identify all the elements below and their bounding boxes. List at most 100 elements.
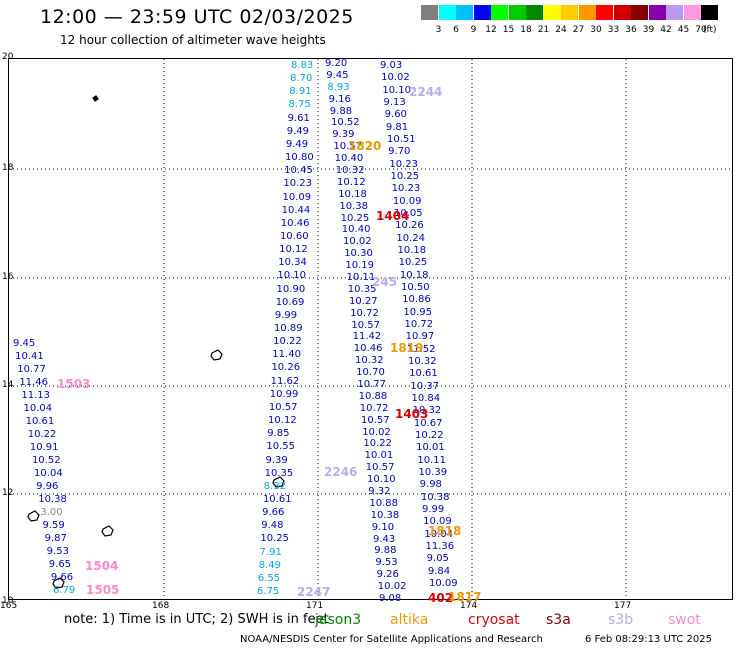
legend-label: 45 xyxy=(677,25,690,35)
wave-height-label: 10.34 xyxy=(278,257,307,269)
wave-height-label: 10.72 xyxy=(359,402,389,414)
wave-height-label: 10.61 xyxy=(409,368,438,380)
legend-swatch xyxy=(526,5,543,20)
wave-height-label: 11.52 xyxy=(406,343,436,355)
wave-height-label: 9.99 xyxy=(274,309,298,321)
wave-height-label: 10.12 xyxy=(268,415,297,427)
satellite-name: altika xyxy=(390,612,429,628)
wave-height-label: 11.36 xyxy=(425,541,455,552)
map-plot-area: 8.83 8.70 8.91 8.75 9.61 9.49 9.49 10.80 10.45 10… xyxy=(8,58,733,605)
wave-height-label: 9.87 xyxy=(44,533,67,544)
wave-height-label: 10.11 xyxy=(346,272,376,283)
wave-height-label: 10.23 xyxy=(391,183,421,195)
wave-height-label: 9.99 xyxy=(422,504,445,515)
wave-height-label: 9.88 xyxy=(329,105,353,117)
legend-unit: (ft) xyxy=(703,25,717,35)
legend-swatch xyxy=(648,5,666,20)
wave-height-label: 10.90 xyxy=(276,283,306,295)
wave-height-label: 10.32 xyxy=(335,165,365,176)
wave-height-label: 9.60 xyxy=(384,109,407,121)
wave-height-label: 10.01 xyxy=(416,442,445,454)
wave-height-label: 10.52 xyxy=(31,455,61,466)
wave-height-label: 10.04 xyxy=(424,528,453,540)
wave-height-label: 9.39 xyxy=(265,454,288,466)
wave-height-label: 10.04 xyxy=(34,468,63,479)
x-tick-label: 177 xyxy=(614,601,632,611)
wave-height-label: 3.00 xyxy=(40,507,63,518)
wave-height-label: 10.77 xyxy=(357,379,387,390)
wave-height-label: 9.45 xyxy=(326,69,349,81)
wave-height-label: 6.55 xyxy=(257,572,281,584)
wave-height-label: 10.25 xyxy=(340,212,370,224)
wave-height-label: 10.84 xyxy=(411,393,441,404)
wave-height-label: 11.46 xyxy=(19,377,48,388)
wave-height-label: 10.38 xyxy=(420,491,450,503)
wave-height-label: 10.41 xyxy=(15,351,44,362)
legend-label: 12 xyxy=(485,25,497,35)
wave-height-label: 10.02 xyxy=(381,72,410,84)
wave-height-label: 10.23 xyxy=(283,178,312,190)
wave-height-label: 11.13 xyxy=(21,390,51,401)
island-outline xyxy=(101,525,114,537)
legend-label: 15 xyxy=(502,25,515,35)
wave-height-label: 10.38 xyxy=(339,200,369,212)
wave-height-label: 10.39 xyxy=(418,467,448,478)
wave-height-label: 10.09 xyxy=(282,191,312,203)
wave-height-label: 8.70 xyxy=(290,73,313,85)
wave-height-label: 10.51 xyxy=(387,134,416,145)
wave-height-label: 10.18 xyxy=(399,269,429,281)
legend-swatch xyxy=(491,5,508,20)
y-tick-label: 14 xyxy=(2,380,14,390)
legend-swatch xyxy=(596,5,613,20)
wave-height-label: 10.22 xyxy=(415,430,444,441)
satellite-name: jason3 xyxy=(315,612,362,628)
x-tick-label: 168 xyxy=(152,601,170,611)
pass-id-label: 2246 xyxy=(324,465,358,479)
wave-height-label: 9.70 xyxy=(388,146,411,158)
wave-height-label: 10.57 xyxy=(365,462,395,474)
wave-height-label: 10.25 xyxy=(398,257,428,269)
wave-height-label: 11.62 xyxy=(270,375,300,387)
legend-label: 70 xyxy=(695,25,707,35)
wave-height-label: 9.88 xyxy=(374,545,397,557)
wave-height-label: 10.10 xyxy=(277,270,307,282)
wave-height-label: 10.70 xyxy=(356,367,385,379)
x-tick-label: 171 xyxy=(306,601,324,611)
wave-height-label: 8.49 xyxy=(258,559,281,571)
legend-swatch xyxy=(456,5,473,20)
island-outline xyxy=(272,476,285,488)
wave-height-label: 9.20 xyxy=(325,58,348,69)
legend-swatch xyxy=(438,5,456,20)
wave-height-label: 6.75 xyxy=(257,586,280,597)
legend-swatch xyxy=(561,5,578,20)
legend-label: 36 xyxy=(625,25,637,35)
wave-height-label: 9.32 xyxy=(368,486,391,497)
wave-height-label: 9.48 xyxy=(261,520,284,532)
wave-height-label: 9.53 xyxy=(46,546,69,557)
map-title: 12:00 — 23:59 UTC 02/03/2025 xyxy=(40,6,354,28)
wave-height-label: 10.37 xyxy=(410,380,439,392)
wave-height-label: 10.09 xyxy=(392,195,422,207)
legend-swatch xyxy=(473,5,491,20)
y-tick-label: 20 xyxy=(2,52,14,62)
y-tick-label: 12 xyxy=(2,488,14,498)
wave-height-label: 9.43 xyxy=(373,533,396,545)
wave-height-label: 10.35 xyxy=(264,467,294,479)
wave-height-label: 10.24 xyxy=(396,232,425,244)
wave-height-label: 9.05 xyxy=(426,553,449,565)
wave-height-label: 10.61 xyxy=(262,493,292,505)
wave-height-label: 10.22 xyxy=(363,438,393,450)
legend-label: 6 xyxy=(453,25,459,35)
wave-height-label: 10.89 xyxy=(274,323,303,334)
wave-height-label: 10.80 xyxy=(285,152,314,164)
satellite-name: swot xyxy=(668,612,701,628)
wave-height-label: 8.75 xyxy=(288,99,311,111)
wave-height-label: 9.13 xyxy=(383,97,406,108)
island-outline xyxy=(92,95,99,102)
wave-height-label: 10.32 xyxy=(408,356,437,367)
pass-id-label: 1818 xyxy=(428,524,462,538)
wave-height-label: 10.19 xyxy=(345,260,375,272)
wave-height-label: 10.50 xyxy=(401,282,430,293)
wave-height-label: 8.93 xyxy=(327,81,350,93)
wave-height-label: 10.86 xyxy=(402,294,431,306)
